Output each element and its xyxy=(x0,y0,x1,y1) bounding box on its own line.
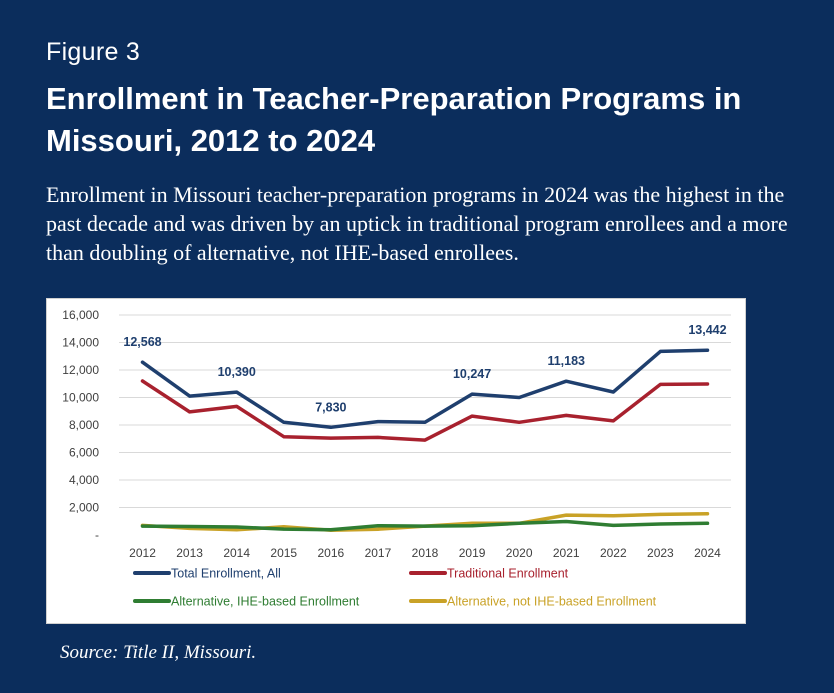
x-tick-label: 2022 xyxy=(600,546,627,560)
line-chart: - 2,000 4,000 6,000 8,000 10,000 12,000 14,000 1… xyxy=(62,308,731,609)
series-2-point xyxy=(235,525,239,529)
x-tick-label: 2018 xyxy=(412,546,439,560)
x-tick-label: 2016 xyxy=(317,546,344,560)
series-1-point xyxy=(141,379,145,383)
y-tick-label: 10,000 xyxy=(62,391,99,405)
series-1-point xyxy=(705,382,709,386)
series-1-point xyxy=(188,410,192,414)
series-0-point xyxy=(705,348,709,352)
series-2-point xyxy=(282,527,286,531)
data-label: 10,247 xyxy=(453,367,491,381)
series-3-point xyxy=(658,512,662,516)
series-2-point xyxy=(517,521,521,525)
series-0-point xyxy=(235,390,239,394)
series-2-point xyxy=(376,524,380,528)
series-1-point xyxy=(611,419,615,423)
series-3-point xyxy=(611,514,615,518)
y-tick-label: - xyxy=(95,528,99,542)
series-1-point xyxy=(470,414,474,418)
series-1-point xyxy=(658,382,662,386)
x-tick-label: 2019 xyxy=(459,546,486,560)
series-0-point xyxy=(658,349,662,353)
y-tick-label: 2,000 xyxy=(69,501,99,515)
series-2-point xyxy=(611,523,615,527)
series-1-point xyxy=(564,413,568,417)
series-0-point xyxy=(517,396,521,399)
series-3-point xyxy=(705,512,709,516)
series-0-point xyxy=(564,379,568,383)
series-2-point xyxy=(658,522,662,526)
series-2-point xyxy=(141,524,145,528)
y-tick-label: 8,000 xyxy=(69,418,99,432)
x-tick-label: 2013 xyxy=(176,546,203,560)
x-tick-label: 2024 xyxy=(694,546,721,560)
series-2-point xyxy=(423,524,427,528)
y-tick-label: 14,000 xyxy=(62,336,99,350)
chart-panel: - 2,000 4,000 6,000 8,000 10,000 12,000 14,000 1… xyxy=(46,298,746,624)
chart-title: Enrollment in Teacher-Preparation Progra… xyxy=(46,81,742,158)
series-3-point xyxy=(376,527,380,531)
series-line-1 xyxy=(140,379,710,442)
series-1-point xyxy=(423,438,427,442)
data-label: 7,830 xyxy=(315,400,346,414)
figure-label: Figure 3 xyxy=(46,38,141,66)
y-tick-label: 12,000 xyxy=(62,363,99,377)
y-tick-label: 6,000 xyxy=(69,446,99,460)
data-label: 13,442 xyxy=(688,323,726,337)
legend-label: Alternative, not IHE-based Enrollment xyxy=(447,595,657,609)
series-0-point xyxy=(329,425,333,429)
x-tick-label: 2021 xyxy=(553,546,580,560)
data-label: 11,183 xyxy=(547,354,585,368)
x-tick-label: 2014 xyxy=(223,546,250,560)
x-tick-label: 2015 xyxy=(270,546,297,560)
series-2-point xyxy=(329,528,333,532)
series-2-point xyxy=(188,524,192,528)
series-0-point xyxy=(188,394,192,398)
series-0-point xyxy=(376,420,380,424)
series-1-point xyxy=(376,435,380,439)
series-0-point xyxy=(282,420,286,424)
x-tick-label: 2023 xyxy=(647,546,674,560)
series-2-point xyxy=(470,524,474,528)
series-1-point xyxy=(235,404,239,408)
x-tick-label: 2020 xyxy=(506,546,533,560)
series-1-point xyxy=(517,420,521,424)
data-label: 12,568 xyxy=(123,335,161,349)
series-1-point xyxy=(329,436,333,440)
legend-label: Alternative, IHE-based Enrollment xyxy=(171,595,360,609)
source-note: Source: Title II, Missouri. xyxy=(60,642,257,663)
chart-subtitle: Enrollment in Missouri teacher-preparati… xyxy=(46,182,788,265)
series-1-point xyxy=(282,435,286,439)
x-tick-label: 2017 xyxy=(365,546,392,560)
x-tick-label: 2012 xyxy=(129,546,156,560)
series-0-point xyxy=(611,390,615,394)
series-2-point xyxy=(564,520,568,524)
legend-label: Total Enrollment, All xyxy=(171,567,281,581)
series-3-point xyxy=(235,528,239,532)
series-0-point xyxy=(423,420,427,424)
series-0-point xyxy=(141,360,145,364)
legend-label: Traditional Enrollment xyxy=(447,567,569,581)
data-label: 10,390 xyxy=(218,365,256,379)
series-2-point xyxy=(705,521,709,525)
y-tick-label: 4,000 xyxy=(69,473,99,487)
series-0-point xyxy=(470,392,474,396)
series-3-point xyxy=(564,513,568,517)
y-tick-label: 16,000 xyxy=(62,308,99,322)
